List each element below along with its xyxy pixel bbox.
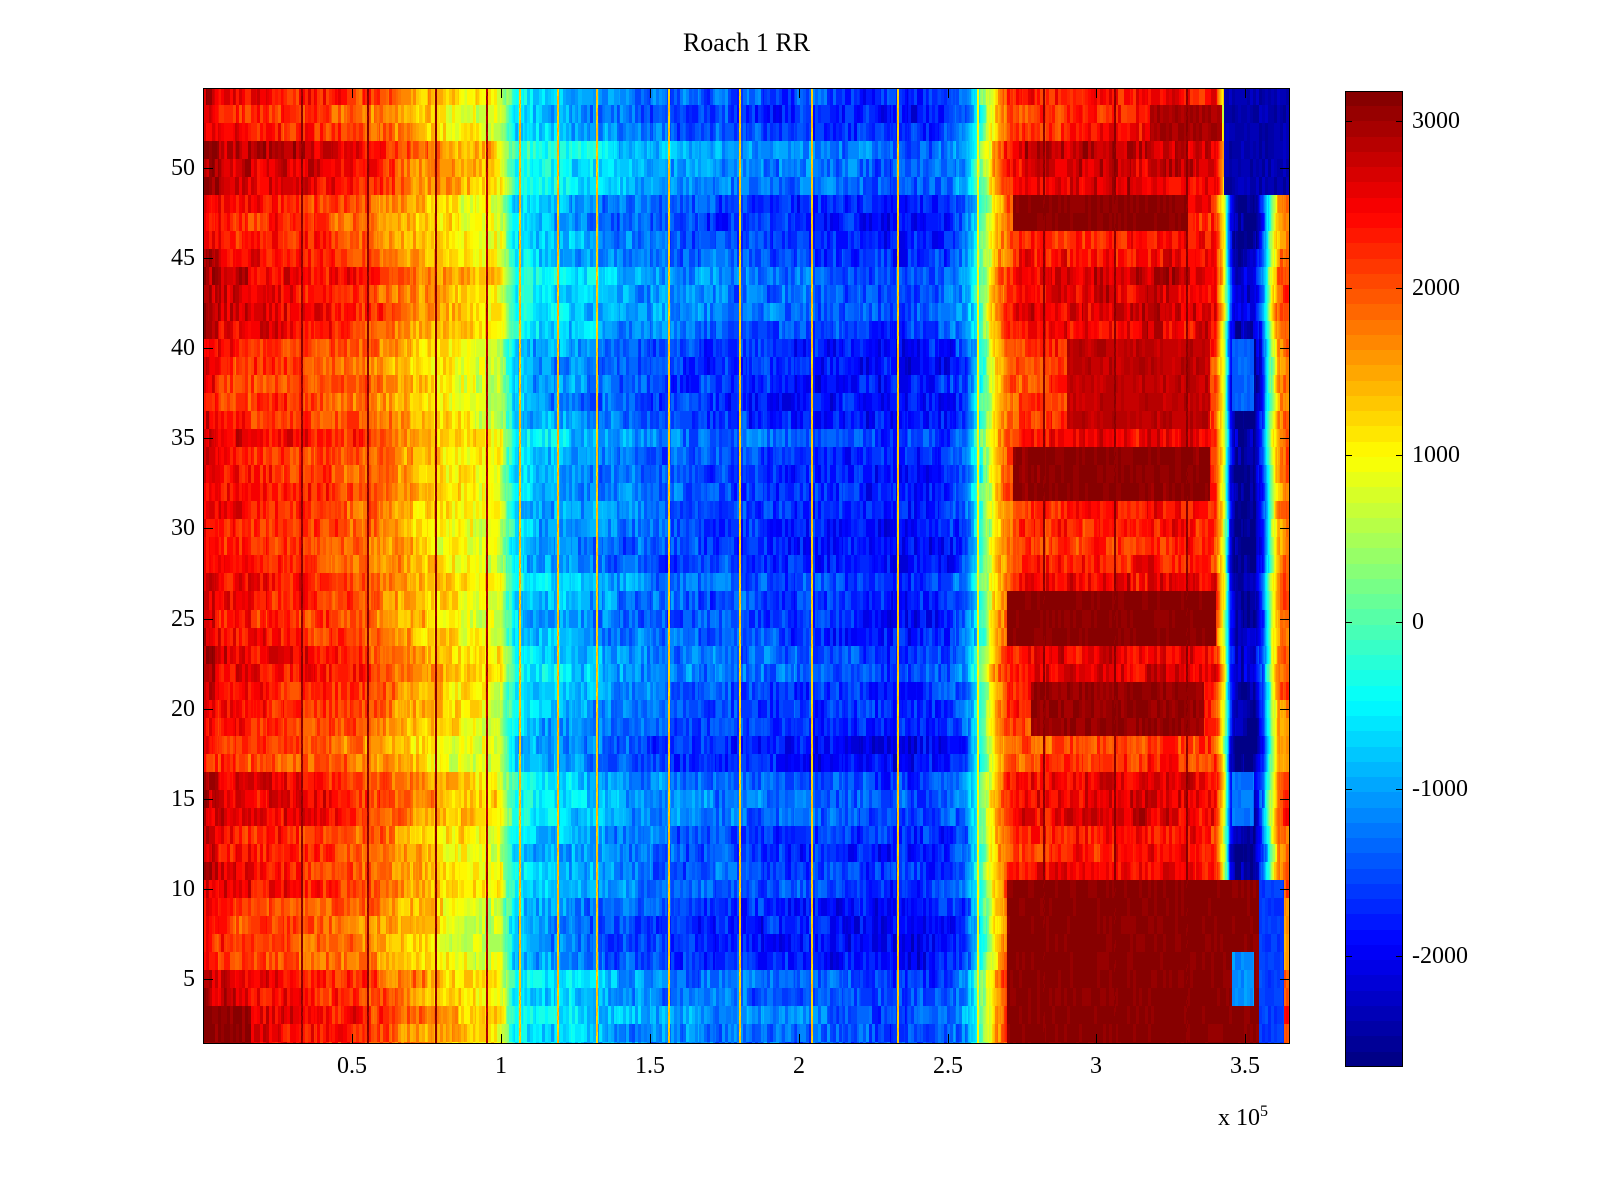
y-tick-label: 30 [171, 515, 195, 541]
colorbar-tick-label: -2000 [1412, 943, 1468, 969]
x-tick-label: 1.5 [635, 1053, 665, 1079]
y-tick-label: 35 [171, 425, 195, 451]
y-tick-label: 15 [171, 786, 195, 812]
colorbar-tick-label: 1000 [1412, 442, 1460, 468]
x-tick-label: 3.5 [1230, 1053, 1260, 1079]
x-scale-exponent: 5 [1260, 1103, 1268, 1120]
y-tick-label: 45 [171, 245, 195, 271]
x-tick-label: 1 [495, 1053, 507, 1079]
colorbar-tick-label: 3000 [1412, 108, 1460, 134]
y-tick-label: 20 [171, 696, 195, 722]
colorbar-canvas [1345, 91, 1403, 1067]
colorbar-tick-label: 2000 [1412, 275, 1460, 301]
x-tick-label: 2.5 [933, 1053, 963, 1079]
y-tick-label: 40 [171, 335, 195, 361]
colorbar-tick-label: -1000 [1412, 776, 1468, 802]
chart-title: Roach 1 RR [682, 28, 811, 57]
y-tick-label: 5 [183, 966, 195, 992]
x-tick-label: 3 [1090, 1053, 1102, 1079]
y-tick-label: 25 [171, 606, 195, 632]
x-scale-prefix: x 10 [1218, 1105, 1260, 1131]
x-axis-scale-label: x 105 [1218, 1103, 1268, 1132]
y-tick-label: 10 [171, 876, 195, 902]
colorbar-tick-label: 0 [1412, 609, 1424, 635]
heatmap-canvas [203, 88, 1290, 1044]
x-tick-label: 0.5 [337, 1053, 367, 1079]
x-tick-label: 2 [793, 1053, 805, 1079]
y-tick-label: 50 [171, 155, 195, 181]
